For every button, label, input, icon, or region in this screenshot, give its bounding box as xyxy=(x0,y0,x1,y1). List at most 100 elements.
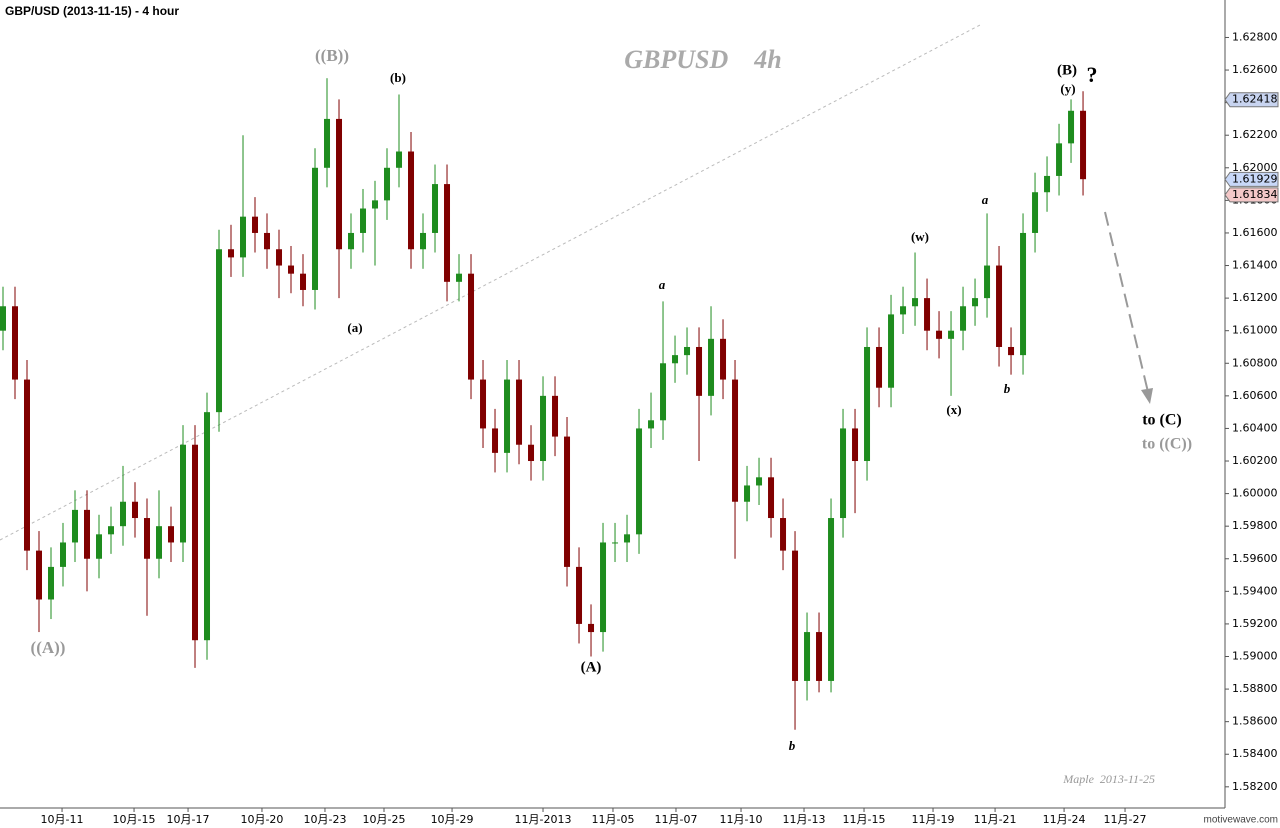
x-tick-label: 10月-23 xyxy=(303,813,346,826)
x-tick-label: 10月-25 xyxy=(363,813,406,826)
y-tick-label: 1.58800 xyxy=(1232,682,1278,695)
candle-body xyxy=(120,501,127,527)
y-tick-label: 1.61400 xyxy=(1232,259,1278,272)
y-tick-label: 1.61600 xyxy=(1232,226,1278,239)
y-tick-label: 1.60200 xyxy=(1232,454,1278,467)
price-tag xyxy=(1224,171,1279,187)
candle-body xyxy=(396,151,403,168)
y-tick-label: 1.59400 xyxy=(1232,584,1278,597)
candle-body xyxy=(108,526,115,535)
price-tag xyxy=(1224,92,1279,108)
y-tick-label: 1.62000 xyxy=(1232,161,1278,174)
chart-title: GBP/USD (2013-11-15) - 4 hour xyxy=(5,4,179,18)
y-tick-label: 1.60800 xyxy=(1232,356,1278,369)
candle-body xyxy=(840,428,847,519)
wave-label: (b) xyxy=(390,70,406,85)
candle-body xyxy=(288,265,295,274)
candle-body xyxy=(936,330,943,339)
candle-body xyxy=(504,379,511,453)
y-tick-label: 1.61000 xyxy=(1232,324,1278,337)
candle-body xyxy=(360,208,367,233)
x-tick-label: 11月-2013 xyxy=(515,813,572,826)
candle-body xyxy=(324,118,331,168)
candle-body xyxy=(768,477,775,519)
candle-body xyxy=(156,526,163,559)
x-tick-label: 11月-27 xyxy=(1104,813,1147,826)
y-tick-label: 1.62600 xyxy=(1232,63,1278,76)
candle-body xyxy=(72,509,79,543)
x-tick-label: 10月-29 xyxy=(431,813,474,826)
candle-body xyxy=(384,167,391,201)
candle-body xyxy=(948,330,955,339)
candle-body xyxy=(552,395,559,437)
candle-body xyxy=(1020,232,1027,356)
candle-body xyxy=(240,216,247,258)
candle-body xyxy=(588,623,595,633)
candle-body xyxy=(36,550,43,600)
candle-body xyxy=(576,566,583,624)
candle-body xyxy=(624,534,631,543)
candle-body xyxy=(828,518,835,681)
candle-body xyxy=(540,395,547,462)
x-tick-label: 11月-21 xyxy=(974,813,1017,826)
candle-body xyxy=(192,444,199,641)
price-tag-label: 1.61834 xyxy=(1232,188,1278,201)
candle-body xyxy=(264,232,271,250)
wave-label: (x) xyxy=(946,402,961,417)
wave-label: a xyxy=(659,277,666,292)
candle-body xyxy=(924,298,931,331)
candle-body xyxy=(12,306,19,380)
candle-body xyxy=(348,232,355,250)
y-tick-label: 1.58600 xyxy=(1232,715,1278,728)
candle-body xyxy=(408,151,415,250)
x-tick-label: 11月-24 xyxy=(1043,813,1086,826)
brand: motivewave.com xyxy=(1204,815,1278,826)
candle-body xyxy=(300,273,307,290)
price-tag xyxy=(1224,187,1279,203)
candle-body xyxy=(84,509,91,559)
candle-body xyxy=(1032,192,1039,233)
candle-body xyxy=(0,306,7,331)
wave-label: b xyxy=(789,738,796,753)
y-tick-label: 1.62200 xyxy=(1232,128,1278,141)
price-tag-label: 1.62418 xyxy=(1232,93,1278,106)
candle-body xyxy=(132,501,139,519)
candle-body xyxy=(60,542,67,567)
candle-body xyxy=(600,542,607,633)
y-tick-label: 1.59200 xyxy=(1232,617,1278,630)
candle-body xyxy=(336,118,343,250)
candle-body xyxy=(456,273,463,282)
candle-body xyxy=(420,232,427,250)
candle-body xyxy=(168,526,175,543)
wave-label: ((B)) xyxy=(315,46,349,65)
x-tick-label: 10月-11 xyxy=(41,813,84,826)
x-tick-label: 11月-15 xyxy=(843,813,886,826)
candle-body xyxy=(444,184,451,282)
projection-arrow xyxy=(1104,211,1149,393)
candle-body xyxy=(756,477,763,486)
candle-body xyxy=(492,428,499,453)
candle-body xyxy=(876,346,883,388)
candle-body xyxy=(372,200,379,209)
candle-body xyxy=(660,363,667,421)
candle-body xyxy=(744,485,751,502)
candle-body xyxy=(312,167,319,290)
price-tag-label: 1.61929 xyxy=(1232,172,1278,185)
candle-body xyxy=(960,306,967,331)
wave-label: (w) xyxy=(911,229,929,244)
candle-body xyxy=(792,550,799,681)
wave-label: (y) xyxy=(1060,81,1075,96)
candle-body xyxy=(864,346,871,462)
wave-label: b xyxy=(1004,381,1011,396)
wave-label: to ((C)) xyxy=(1142,436,1192,453)
x-tick-label: 11月-19 xyxy=(912,813,955,826)
candle-body xyxy=(228,249,235,258)
x-tick-label: 10月-15 xyxy=(113,813,156,826)
candle-body xyxy=(732,379,739,502)
candle-body xyxy=(180,444,187,543)
candle-body xyxy=(204,412,211,641)
x-tick-label: 11月-05 xyxy=(591,813,634,826)
wave-label: a xyxy=(982,192,989,207)
